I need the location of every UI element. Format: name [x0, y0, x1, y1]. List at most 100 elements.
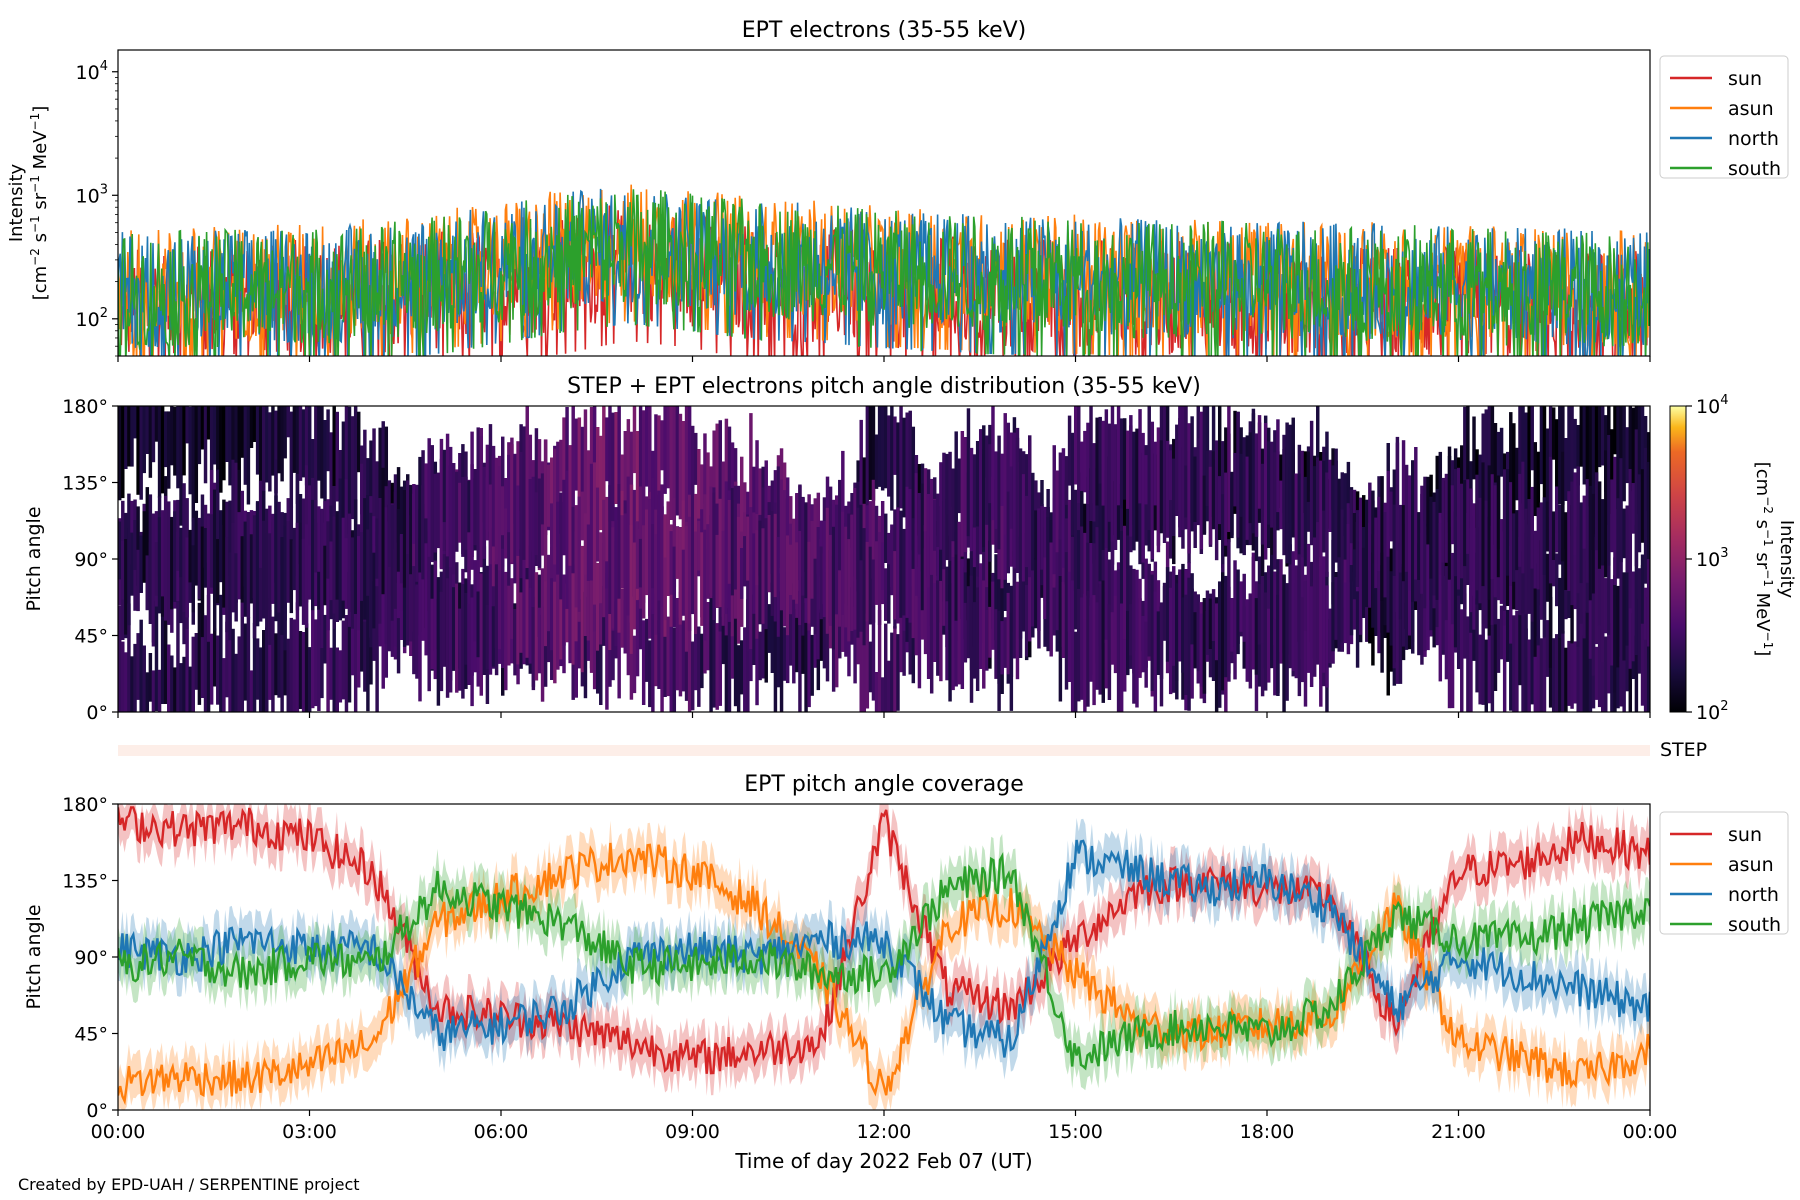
- heatmap-cell: [862, 528, 867, 646]
- heatmap-cell: [445, 433, 450, 557]
- heatmap-cell: [1542, 598, 1547, 712]
- heatmap-cell: [1509, 624, 1513, 711]
- heatmap-cell: [877, 532, 882, 625]
- heatmap-cell: [378, 427, 382, 535]
- heatmap-cell: [1279, 480, 1283, 530]
- heatmap-cell: [173, 667, 177, 712]
- heatmap-cell: [133, 643, 137, 712]
- heatmap-cell: [347, 513, 352, 627]
- heatmap-cell: [1126, 610, 1130, 676]
- heatmap-cell: [176, 499, 180, 571]
- heatmap-cell: [124, 406, 128, 469]
- heatmap-cell: [635, 587, 640, 677]
- heatmap-cell: [730, 628, 735, 679]
- heatmap-cell: [626, 419, 631, 478]
- heatmap-cell: [1460, 483, 1464, 579]
- heatmap-cell: [988, 540, 992, 669]
- heatmap-cell: [185, 629, 189, 712]
- heatmap-cell: [1190, 573, 1194, 645]
- heatmap-cell: [945, 453, 949, 515]
- heatmap-cell: [1116, 406, 1121, 506]
- heatmap-cell: [142, 645, 146, 712]
- heatmap-cell: [611, 527, 615, 629]
- heatmap-cell: [1426, 476, 1430, 545]
- heatmap-cell: [1460, 553, 1464, 605]
- heatmap-cell: [1150, 421, 1155, 559]
- heatmap-cell: [179, 406, 183, 526]
- heatmap-cell: [672, 406, 677, 506]
- heatmap-cell: [323, 545, 327, 606]
- heatmap-cell: [571, 406, 575, 532]
- heatmap-cell: [1625, 514, 1629, 646]
- heatmap-cell: [482, 546, 487, 675]
- heatmap-cell: [130, 532, 134, 596]
- heatmap-cell: [1426, 526, 1430, 637]
- colorbar-ticks: 102 103 104: [1686, 393, 1728, 724]
- heatmap-cell: [1138, 409, 1142, 504]
- heatmap-cell: [1634, 635, 1639, 712]
- heatmap-cell: [130, 656, 134, 712]
- heatmap-cell: [1536, 563, 1541, 646]
- heatmap-cell: [430, 445, 434, 563]
- heatmap-cell: [690, 484, 695, 615]
- heatmap-cell: [1254, 598, 1259, 675]
- heatmap-cell: [216, 469, 220, 606]
- heatmap-cell: [884, 623, 888, 712]
- heatmap-cell: [1067, 415, 1072, 486]
- heatmap-cell: [209, 406, 214, 501]
- heatmap-cell: [724, 603, 729, 712]
- heatmap-cell: [911, 550, 916, 639]
- heatmap-cell: [706, 524, 710, 599]
- heatmap-cell: [1309, 586, 1314, 687]
- heatmap-cell: [228, 552, 232, 641]
- heatmap-cell: [1463, 593, 1467, 659]
- heatmap-cell: [537, 478, 542, 568]
- heatmap-cell: [540, 473, 545, 525]
- heatmap-cell: [1267, 608, 1271, 683]
- heatmap-cell: [1643, 610, 1648, 712]
- heatmap-cell: [929, 567, 934, 694]
- heatmap-cell: [249, 406, 254, 448]
- heatmap-cell: [1509, 412, 1513, 540]
- heatmap-cell: [1564, 647, 1568, 712]
- heatmap-cell: [464, 476, 468, 550]
- heatmap-cell: [1555, 553, 1559, 607]
- heatmap-cell: [687, 617, 692, 712]
- heatmap-cell: [1389, 571, 1394, 646]
- heatmap-cell: [795, 609, 799, 673]
- heatmap-cell: [595, 427, 600, 491]
- colorbar-tick-label: 102: [1696, 699, 1728, 724]
- heatmap-cell: [1453, 511, 1458, 648]
- heatmap-cell: [715, 534, 719, 608]
- heatmap-cell: [834, 504, 839, 615]
- heatmap-cell: [1512, 615, 1516, 712]
- heatmap-cell: [176, 406, 180, 489]
- heatmap-cell: [225, 621, 229, 698]
- heatmap-cell: [654, 414, 658, 557]
- heatmap-cell: [1490, 474, 1495, 580]
- heatmap-cell: [571, 564, 575, 665]
- heatmap-cell: [491, 445, 496, 547]
- heatmap-cell: [978, 429, 983, 555]
- heatmap-cell: [1077, 406, 1081, 504]
- heatmap-cell: [1009, 466, 1014, 529]
- heatmap-cell: [265, 508, 269, 638]
- heatmap-cell: [185, 537, 189, 618]
- xtick-label: 06:00: [474, 1121, 529, 1143]
- heatmap-cell: [1505, 609, 1510, 662]
- heatmap-cell: [859, 419, 863, 536]
- heatmap-cell: [1331, 582, 1335, 652]
- heatmap-cell: [675, 526, 680, 579]
- heatmap-cell: [1288, 424, 1292, 552]
- heatmap-cell: [200, 406, 205, 450]
- heatmap-cell: [957, 458, 961, 514]
- heatmap-cell: [240, 536, 245, 603]
- heatmap-cell: [1095, 602, 1099, 690]
- heatmap-cell: [307, 545, 312, 596]
- heatmap-cell: [145, 487, 150, 610]
- heatmap-cell: [439, 438, 444, 570]
- heatmap-cell: [335, 411, 339, 502]
- heatmap-cell: [338, 478, 343, 621]
- heatmap-cell: [1576, 608, 1580, 712]
- heatmap-cell: [1607, 435, 1611, 566]
